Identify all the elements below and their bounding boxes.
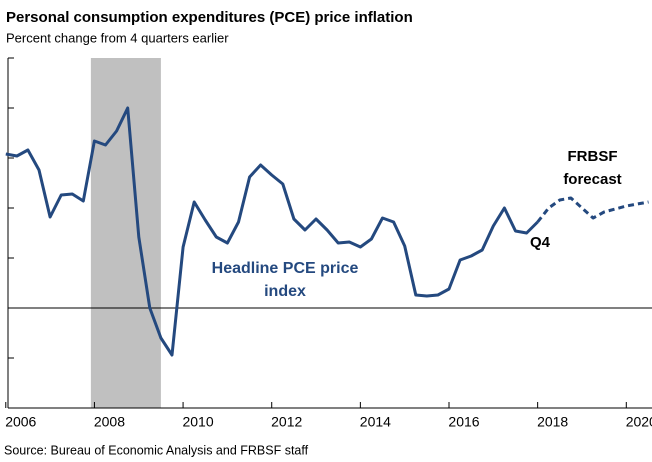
x-tick-label: 2018	[537, 414, 568, 430]
x-tick-label: 2010	[182, 414, 213, 430]
x-tick-label: 2016	[448, 414, 479, 430]
series-line	[536, 196, 649, 223]
source-note: Source: Bureau of Economic Analysis and …	[4, 443, 309, 457]
chart-title: Personal consumption expenditures (PCE) …	[6, 9, 413, 26]
x-tick-label: 2012	[271, 414, 302, 430]
series-line	[5, 106, 539, 357]
series-label: Headline PCE price index	[211, 260, 359, 300]
x-tick-label: 2008	[94, 414, 125, 430]
annotation: Q4	[530, 234, 551, 251]
chart-subtitle: Percent change from 4 quarters earlier	[6, 30, 229, 45]
x-tick-label: 2020	[626, 414, 652, 430]
series-label: FRBSF forecast	[563, 148, 622, 188]
recession-shade	[90, 58, 161, 408]
x-tick-label: 2006	[5, 414, 36, 430]
x-tick-label: 2014	[360, 414, 391, 430]
